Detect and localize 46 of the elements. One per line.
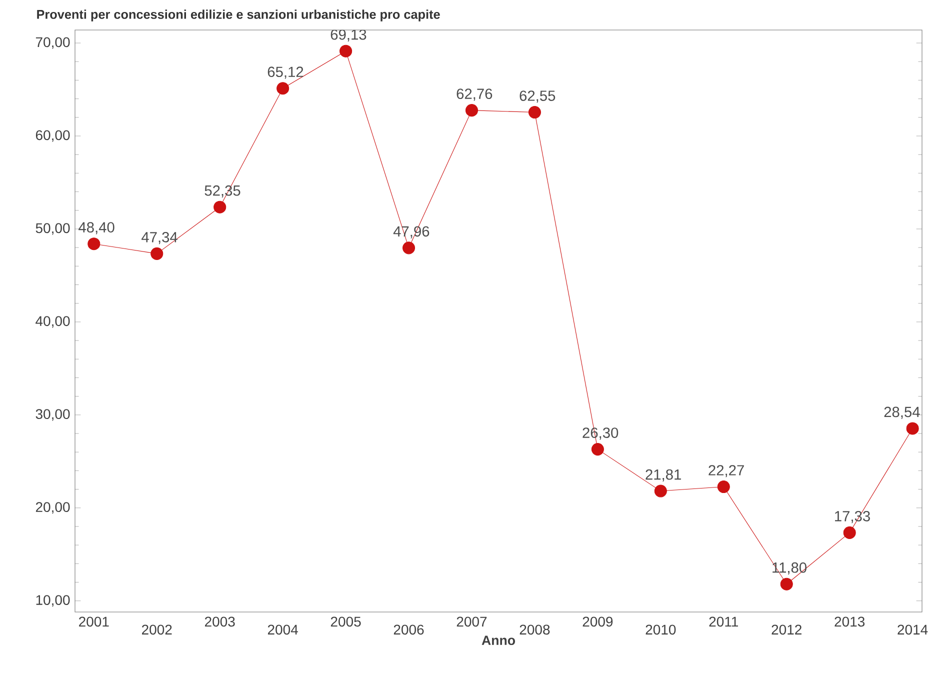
- data-label: 48,40: [78, 222, 114, 234]
- data-label: 65,12: [268, 66, 304, 79]
- x-tick-label: 2004: [268, 624, 298, 635]
- point: [654, 484, 667, 498]
- point: [591, 443, 604, 456]
- data-label: 62,76: [456, 88, 492, 101]
- x-tick-label: 2006: [394, 624, 424, 635]
- point: [528, 106, 541, 119]
- point: [843, 526, 856, 539]
- x-tick-label: 2012: [772, 624, 802, 635]
- point: [88, 238, 100, 250]
- y-tick-label: 20,00: [36, 502, 70, 514]
- data-label: 47,34: [142, 232, 178, 244]
- point: [717, 480, 730, 494]
- point: [402, 242, 416, 254]
- x-tick-label: 2013: [834, 616, 865, 627]
- x-tick-label: 2014: [898, 624, 928, 635]
- chart-title: Proventi per concessioni edilizie e sanzioni urbanistiche pro capite: [37, 10, 440, 22]
- y-tick-label: 40,00: [36, 316, 70, 328]
- data-label: 69,13: [330, 29, 366, 42]
- x-tick-label: 2003: [204, 616, 235, 627]
- x-axis-title: Anno: [482, 636, 516, 646]
- point: [465, 104, 478, 117]
- x-tick-label: 2009: [582, 616, 613, 627]
- point: [214, 200, 226, 214]
- y-tick-label: 50,00: [36, 223, 70, 235]
- point: [150, 247, 164, 260]
- x-tick-label: 2011: [709, 616, 738, 627]
- x-tick-label: 2010: [646, 624, 676, 635]
- x-tick-label: 2002: [142, 624, 172, 635]
- x-tick-label: 2001: [79, 616, 109, 627]
- y-tick-label: 60,00: [36, 130, 70, 142]
- x-tick-label: 2005: [330, 616, 361, 627]
- point: [340, 44, 352, 58]
- data-label: 21,81: [646, 469, 681, 482]
- point: [906, 422, 919, 435]
- y-tick-label: 70,00: [36, 37, 70, 49]
- y-tick-label: 30,00: [36, 409, 70, 421]
- data-label: 62,55: [520, 90, 556, 103]
- point: [780, 578, 793, 590]
- data-label: 22,27: [708, 465, 744, 478]
- point: [276, 82, 290, 95]
- x-tick-label: 2008: [520, 624, 550, 635]
- y-tick-label: 10,00: [36, 595, 70, 607]
- data-label: 28,54: [884, 406, 920, 419]
- x-tick-label: 2007: [456, 616, 487, 627]
